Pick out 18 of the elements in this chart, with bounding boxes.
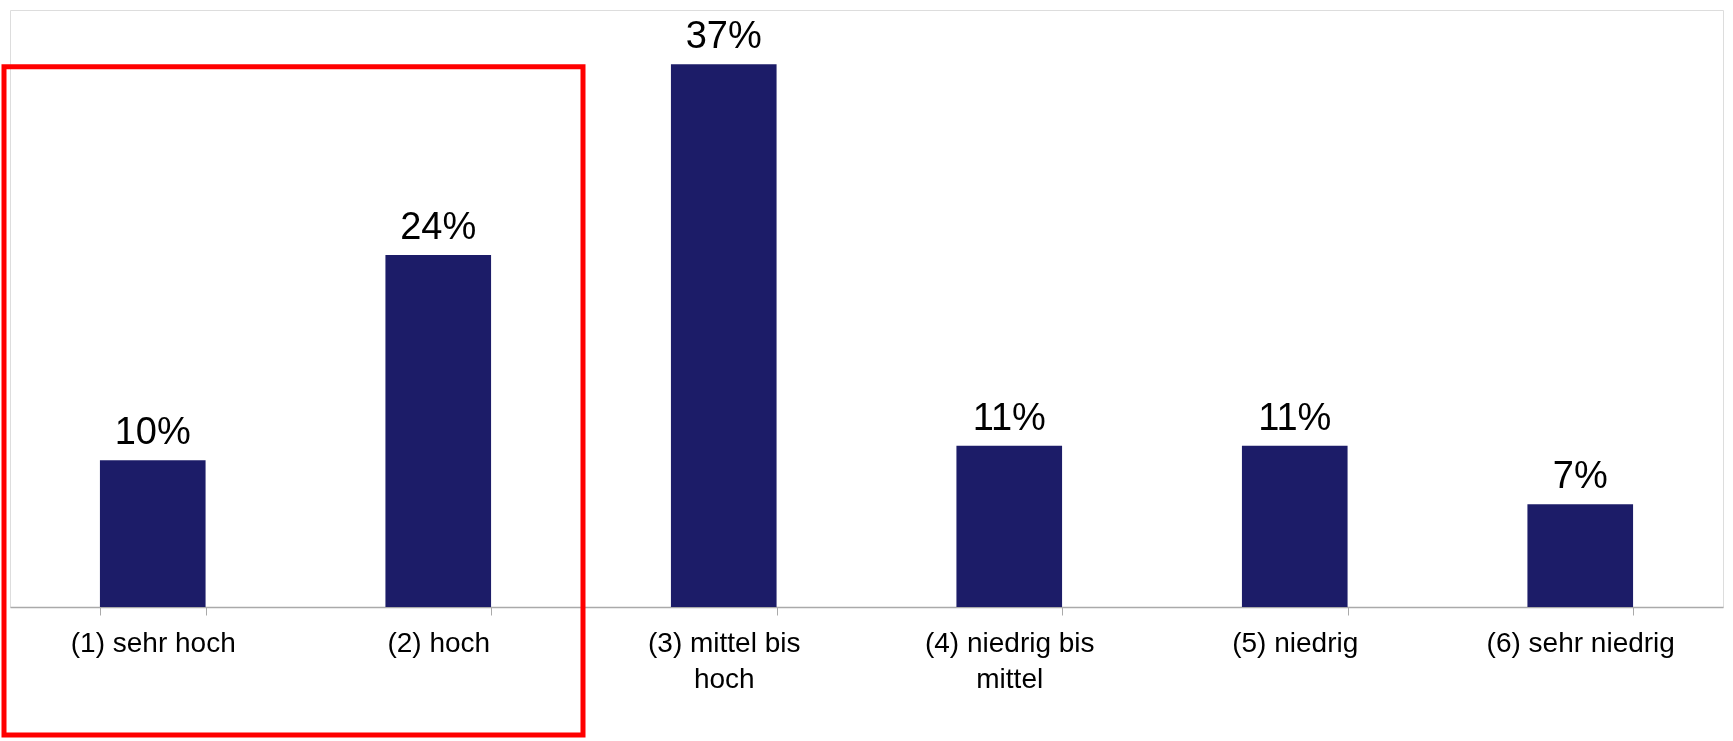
data-label: 37% [685, 14, 762, 57]
x-tick-label: (2) hoch [387, 626, 491, 658]
bar [1241, 445, 1348, 607]
data-label: 10% [114, 410, 191, 453]
x-tick-label: (1) sehr hoch [70, 626, 236, 658]
x-tick-label: (6) sehr niedrig [1486, 626, 1675, 658]
bar [956, 445, 1063, 607]
x-tick-label: (3) mittel bis hoch [648, 626, 801, 694]
data-label: 24% [400, 204, 477, 247]
data-label: 11% [972, 395, 1046, 438]
bar [99, 460, 206, 607]
x-tick-label: (4) niedrig bis mittel [924, 626, 1095, 694]
bar [670, 64, 777, 607]
bar [1527, 504, 1634, 607]
data-label: 7% [1552, 454, 1608, 497]
data-label: 11% [1258, 395, 1332, 438]
x-tick-label: (5) niedrig [1232, 626, 1359, 658]
bar [385, 254, 492, 607]
